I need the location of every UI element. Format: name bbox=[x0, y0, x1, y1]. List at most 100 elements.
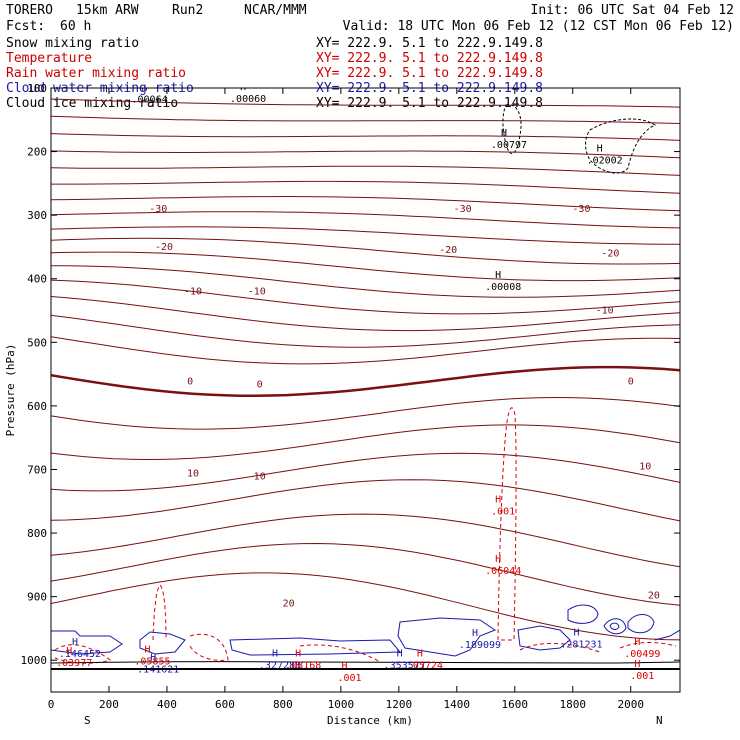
isotherm bbox=[51, 424, 680, 461]
temperature-contours bbox=[51, 98, 680, 641]
isotherm bbox=[51, 226, 680, 245]
max-marker: H bbox=[66, 646, 72, 657]
cloud-water-contour bbox=[51, 630, 123, 655]
max-value-label: .02002 bbox=[587, 155, 623, 166]
x-axis-title: Distance (km) bbox=[327, 714, 413, 727]
temperature-label: 20 bbox=[648, 590, 660, 601]
y-tick-label: 600 bbox=[27, 400, 47, 413]
plot-area: -30 -30 -30 -20 -20 -20 -10 -10 -10 0 0 0 10 10 10 20 20… bbox=[51, 88, 680, 684]
y-tick-label: 900 bbox=[27, 591, 47, 604]
x-tick-label: 1800 bbox=[560, 698, 587, 711]
temperature-label: -20 bbox=[601, 248, 619, 259]
temperature-label: -10 bbox=[184, 286, 202, 297]
max-value-label: .146452 bbox=[59, 649, 101, 660]
cloud-water-contour bbox=[397, 617, 497, 657]
isotherm bbox=[51, 195, 680, 212]
rain-contour bbox=[497, 407, 517, 641]
temperature-label: 10 bbox=[639, 461, 651, 472]
x-axis-south-label: S bbox=[84, 714, 91, 727]
field-xy-rain: XY= 222.9. 5.1 to 222.9.149.8 bbox=[316, 66, 543, 81]
y-tick-label: 1000 bbox=[21, 654, 48, 667]
x-tick-label: 400 bbox=[157, 698, 177, 711]
precipitation-contours bbox=[51, 104, 680, 664]
rain-contour bbox=[519, 643, 601, 653]
y-tick-label: 500 bbox=[27, 336, 47, 349]
temperature-label: 0 bbox=[628, 377, 634, 388]
max-marker: H bbox=[295, 648, 301, 659]
max-marker: H bbox=[72, 637, 78, 648]
temperature-label: 10 bbox=[187, 468, 199, 479]
max-value-label: .001 bbox=[491, 506, 515, 517]
field-name-temperature: Temperature bbox=[6, 51, 92, 66]
max-marker: H bbox=[495, 494, 501, 505]
isotherm bbox=[51, 211, 680, 229]
x-tick-label: 1200 bbox=[386, 698, 413, 711]
max-marker: H bbox=[634, 659, 640, 670]
y-tick-label: 400 bbox=[27, 273, 47, 286]
cloud-water-contour bbox=[229, 637, 402, 656]
max-marker: H bbox=[495, 270, 501, 281]
max-value-label: .00060 bbox=[230, 94, 266, 105]
max-marker: H bbox=[397, 648, 403, 659]
x-axis-north-label: N bbox=[656, 714, 663, 727]
max-value-label: .06044 bbox=[485, 566, 521, 577]
temperature-label: -20 bbox=[439, 245, 457, 256]
isotherm bbox=[51, 336, 680, 365]
max-marker: H bbox=[501, 128, 507, 139]
init-time: Init: 06 UTC Sat 04 Feb 12 bbox=[531, 3, 735, 18]
isotherm bbox=[51, 365, 680, 398]
fcst-value: 60 h bbox=[60, 19, 91, 34]
snow-contour bbox=[585, 118, 657, 174]
rain-contour bbox=[299, 644, 381, 663]
cloud-water-contour bbox=[139, 631, 186, 655]
max-marker: H bbox=[634, 637, 640, 648]
cloud-water-contour bbox=[654, 629, 680, 641]
x-tick-label: 200 bbox=[99, 698, 119, 711]
max-marker: H bbox=[150, 653, 156, 664]
resolution: 15km ARW bbox=[76, 3, 139, 18]
max-value-label: .00008 bbox=[485, 282, 521, 293]
isotherm bbox=[51, 237, 680, 265]
org-name: NCAR/MMM bbox=[244, 3, 307, 18]
temperature-label: 0 bbox=[257, 379, 263, 390]
x-tick-label: 0 bbox=[48, 698, 55, 711]
max-value-label: .08168 bbox=[285, 660, 321, 671]
max-marker: H bbox=[573, 627, 579, 638]
max-value-label: .03977 bbox=[56, 658, 92, 669]
field-name-cloud-ice: Cloud ice mixing ratio bbox=[6, 96, 178, 111]
isotherm bbox=[51, 115, 680, 124]
valid-time: Valid: 18 UTC Mon 06 Feb 12 (12 CST Mon … bbox=[343, 19, 734, 34]
y-axis-title: Pressure (hPa) bbox=[4, 344, 17, 437]
run-name: Run2 bbox=[172, 3, 203, 18]
cloud-water-contour bbox=[567, 604, 599, 624]
max-value-label: .05855 bbox=[134, 656, 170, 667]
cloud-water-contour bbox=[603, 618, 627, 635]
rain-contour bbox=[619, 642, 677, 649]
isotherm bbox=[51, 572, 680, 641]
isotherm bbox=[51, 98, 680, 108]
temperature-label: -20 bbox=[155, 242, 173, 253]
max-value-label: .189099 bbox=[459, 640, 501, 651]
isotherm bbox=[51, 452, 680, 492]
temperature-label: -30 bbox=[454, 204, 472, 215]
max-marker: H bbox=[495, 554, 501, 565]
temperature-label: 10 bbox=[254, 471, 266, 482]
model-name: TORERO bbox=[6, 3, 53, 18]
isotherm bbox=[51, 133, 680, 141]
max-value-label: .05724 bbox=[407, 660, 443, 671]
max-marker: H bbox=[472, 628, 478, 639]
max-value-label: .353577 bbox=[384, 660, 426, 671]
x-tick-label: 1000 bbox=[328, 698, 355, 711]
rain-contour bbox=[189, 633, 229, 661]
field-name-snow: Snow mixing ratio bbox=[6, 36, 139, 51]
rain-contour bbox=[152, 584, 167, 641]
isotherm bbox=[51, 265, 680, 298]
plot-frame bbox=[50, 87, 681, 693]
max-value-label: .00064 bbox=[131, 94, 167, 105]
max-marker: H bbox=[597, 143, 603, 154]
isotherm bbox=[51, 479, 680, 522]
cloud-water-contour bbox=[627, 614, 655, 634]
isotherm bbox=[51, 314, 680, 348]
max-marker: H bbox=[417, 648, 423, 659]
isotherm bbox=[51, 180, 680, 194]
